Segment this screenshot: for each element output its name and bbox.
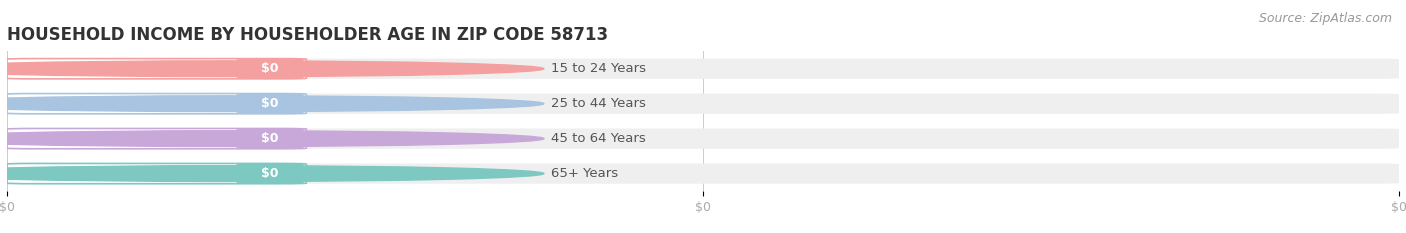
FancyBboxPatch shape xyxy=(7,164,1399,184)
FancyBboxPatch shape xyxy=(7,93,1399,114)
Text: $0: $0 xyxy=(262,132,278,145)
Text: 25 to 44 Years: 25 to 44 Years xyxy=(551,97,645,110)
FancyBboxPatch shape xyxy=(7,59,1399,79)
Text: $0: $0 xyxy=(262,62,278,75)
FancyBboxPatch shape xyxy=(236,164,304,184)
Text: HOUSEHOLD INCOME BY HOUSEHOLDER AGE IN ZIP CODE 58713: HOUSEHOLD INCOME BY HOUSEHOLDER AGE IN Z… xyxy=(7,26,609,44)
Text: 65+ Years: 65+ Years xyxy=(551,167,619,180)
Text: Source: ZipAtlas.com: Source: ZipAtlas.com xyxy=(1258,12,1392,25)
FancyBboxPatch shape xyxy=(236,59,304,79)
Text: 45 to 64 Years: 45 to 64 Years xyxy=(551,132,645,145)
FancyBboxPatch shape xyxy=(7,59,307,79)
Circle shape xyxy=(0,166,544,182)
Text: $0: $0 xyxy=(262,167,278,180)
FancyBboxPatch shape xyxy=(7,129,307,149)
Text: 15 to 24 Years: 15 to 24 Years xyxy=(551,62,645,75)
FancyBboxPatch shape xyxy=(7,93,307,114)
FancyBboxPatch shape xyxy=(236,129,304,149)
Circle shape xyxy=(0,61,544,77)
FancyBboxPatch shape xyxy=(7,164,307,184)
FancyBboxPatch shape xyxy=(236,93,304,114)
Text: $0: $0 xyxy=(262,97,278,110)
Circle shape xyxy=(0,131,544,147)
Circle shape xyxy=(0,96,544,112)
FancyBboxPatch shape xyxy=(7,129,1399,149)
